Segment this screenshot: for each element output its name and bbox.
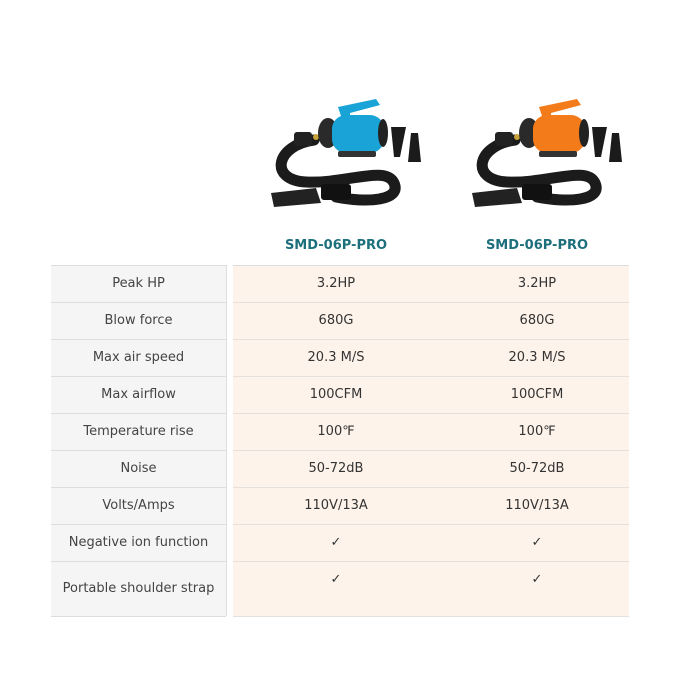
- row-label: Max airflow: [51, 377, 226, 414]
- cell-value: 110V/13A: [505, 498, 569, 513]
- cell-value: 100℉: [518, 424, 556, 439]
- cell-value: ✓: [531, 572, 543, 587]
- cell-value: 3.2HP: [517, 276, 557, 291]
- table-row: 20.3 M/S 20.3 M/S: [233, 340, 629, 377]
- cell-value: ✓: [531, 535, 543, 550]
- table-row: 100℉ 100℉: [233, 414, 629, 451]
- table-row: 100CFM 100CFM: [233, 377, 629, 414]
- cell-value: 100℉: [317, 424, 355, 439]
- row-label: Blow force: [51, 303, 226, 340]
- divider: [233, 265, 629, 266]
- table-row: 680G 680G: [233, 303, 629, 340]
- cell-value: 50-72dB: [308, 461, 364, 476]
- product-image: [467, 85, 627, 220]
- cell-value: 100CFM: [510, 387, 564, 402]
- cell-value: ✓: [330, 535, 342, 550]
- cell-value: 100CFM: [309, 387, 363, 402]
- cell-value: 50-72dB: [509, 461, 565, 476]
- cell-value: ✓: [330, 572, 342, 587]
- row-label: Peak HP: [51, 266, 226, 303]
- table-row: 50-72dB 50-72dB: [233, 451, 629, 488]
- product-image: [266, 85, 426, 220]
- table-row: 3.2HP 3.2HP: [233, 266, 629, 303]
- row-label: Portable shoulder strap: [51, 562, 226, 617]
- cell-value: 20.3 M/S: [307, 350, 365, 365]
- cell-value: 680G: [519, 313, 555, 328]
- row-label: Volts/Amps: [51, 488, 226, 525]
- table-row: ✓ ✓: [233, 525, 629, 562]
- table-row: 110V/13A 110V/13A: [233, 488, 629, 525]
- product-name: SMD-06P-PRO: [284, 238, 388, 253]
- cell-value: 3.2HP: [316, 276, 356, 291]
- cell-value: 20.3 M/S: [508, 350, 566, 365]
- row-label: Negative ion function: [51, 525, 226, 562]
- table-row: ✓ ✓: [233, 562, 629, 617]
- product-name: SMD-06P-PRO: [485, 238, 589, 253]
- row-label: Max air speed: [51, 340, 226, 377]
- divider: [51, 265, 226, 266]
- row-label: Temperature rise: [51, 414, 226, 451]
- column-divider: [226, 265, 227, 616]
- cell-value: 680G: [318, 313, 354, 328]
- cell-value: 110V/13A: [304, 498, 368, 513]
- row-label: Noise: [51, 451, 226, 488]
